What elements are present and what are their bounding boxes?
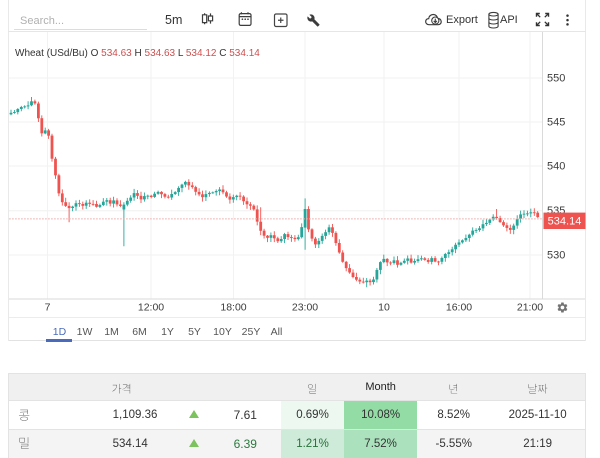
- svg-text:550: 550: [547, 73, 565, 85]
- svg-text:23:00: 23:00: [292, 302, 318, 314]
- svg-text:18:00: 18:00: [220, 302, 246, 314]
- svg-text:7: 7: [45, 302, 51, 314]
- svg-text:10: 10: [378, 302, 390, 314]
- svg-text:540: 540: [547, 161, 565, 173]
- svg-text:12:00: 12:00: [138, 302, 164, 314]
- svg-text:545: 545: [547, 117, 565, 129]
- svg-text:534.14: 534.14: [548, 216, 582, 228]
- svg-text:21:00: 21:00: [517, 302, 543, 314]
- svg-text:530: 530: [547, 250, 565, 262]
- svg-text:16:00: 16:00: [446, 302, 472, 314]
